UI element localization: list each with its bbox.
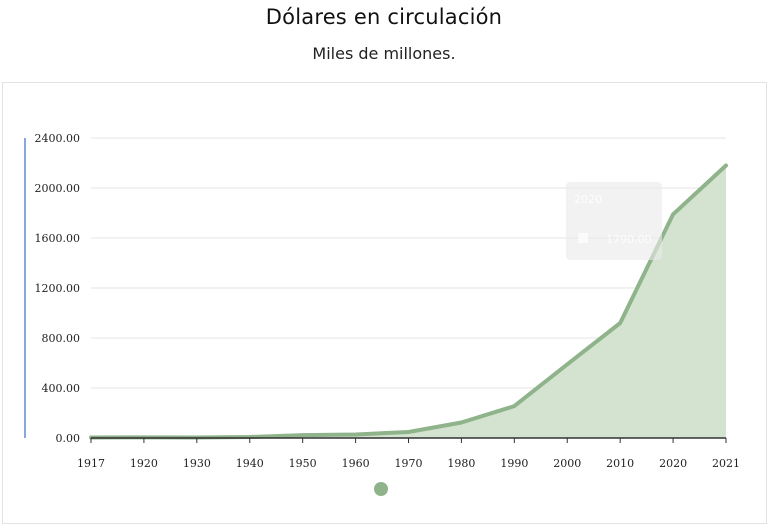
x-tick-label: 2020 <box>659 457 687 470</box>
area-fill <box>91 165 726 438</box>
x-tick-label: 1950 <box>289 457 317 470</box>
chart-subtitle: Miles de millones. <box>312 44 456 63</box>
y-tick-label: 400.00 <box>42 382 81 395</box>
x-tick-label: 2021 <box>712 457 740 470</box>
x-tick-label: 1940 <box>236 457 264 470</box>
y-tick-label: 2400.00 <box>35 132 81 145</box>
x-tick-label: 1930 <box>183 457 211 470</box>
chart-title: Dólares en circulación <box>265 5 503 29</box>
y-tick-label: 800.00 <box>42 332 81 345</box>
tooltip-swatch <box>578 233 588 243</box>
x-tick-label: 1980 <box>447 457 475 470</box>
tooltip-title: 2020 <box>574 193 602 206</box>
y-tick-label: 0.00 <box>56 432 81 445</box>
legend-marker-dot[interactable] <box>374 482 388 496</box>
x-tick-label: 2010 <box>606 457 634 470</box>
y-tick-label: 1200.00 <box>35 282 81 295</box>
y-tick-labels: 0.00 400.00 800.00 1200.00 1600.00 2000.00 240… <box>35 132 81 445</box>
tooltip: 2020 1790.00 <box>566 182 662 260</box>
x-tick-label: 2000 <box>553 457 581 470</box>
tooltip-value: 1790.00 <box>606 233 652 246</box>
tooltip-box <box>566 182 662 260</box>
x-tick-labels: 1917 1920 1930 1940 1950 1960 1970 1980 1990 2000… <box>77 438 740 470</box>
y-tick-label: 1600.00 <box>35 232 81 245</box>
x-tick-label: 1920 <box>130 457 158 470</box>
x-tick-label: 1990 <box>500 457 528 470</box>
x-tick-label: 1970 <box>395 457 423 470</box>
x-tick-label: 1917 <box>77 457 105 470</box>
y-tick-label: 2000.00 <box>35 182 81 195</box>
x-tick-label: 1960 <box>342 457 370 470</box>
